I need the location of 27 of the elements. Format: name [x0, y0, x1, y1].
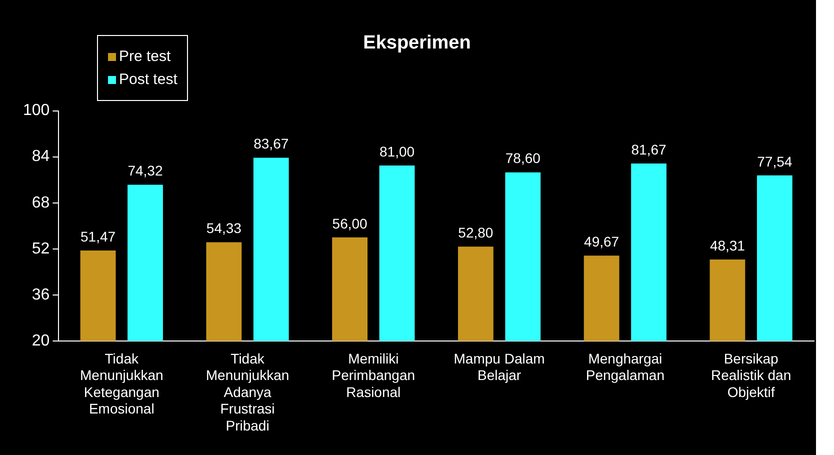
data-label: 81,00 [379, 143, 415, 160]
data-label: 56,00 [332, 215, 368, 232]
y-tick-label: 100 [22, 102, 50, 120]
x-tick-label: Mampu Dalam Belajar [454, 350, 545, 384]
y-tick-label: 68 [32, 194, 50, 212]
data-label: 83,67 [254, 136, 289, 152]
x-tick-label: Bersikap Realistik dan Objektif [710, 350, 792, 400]
y-tick-label: 84 [32, 148, 50, 166]
x-tick-label: Menghargai Pengalaman [586, 350, 664, 384]
legend-label: Post test [118, 71, 178, 88]
y-tick-label: 20 [32, 332, 50, 350]
x-tick-label: Tidak Menunjukkan Ketegangan Emosional [80, 350, 164, 417]
y-tick-label: 36 [32, 286, 50, 304]
data-label: 48,31 [710, 237, 746, 254]
data-label: 54,33 [206, 220, 242, 236]
data-label: 77,54 [757, 153, 792, 170]
data-label: 49,67 [584, 233, 620, 250]
data-label: 81,67 [631, 141, 666, 158]
chart-title: Eksperimen [363, 32, 471, 54]
data-label: 78,60 [505, 150, 541, 166]
y-tick-label: 52 [32, 240, 50, 258]
x-tick-label: Tidak Menunjukkan Adanya Frustrasi Pribadi [206, 350, 290, 434]
legend-label: Pre test [118, 48, 172, 65]
x-tick-label: Memiliki Perimbangan Rasional [332, 350, 416, 400]
data-label: 51,47 [80, 228, 116, 244]
data-label: 74,32 [128, 162, 163, 179]
data-label: 52,80 [458, 224, 494, 240]
